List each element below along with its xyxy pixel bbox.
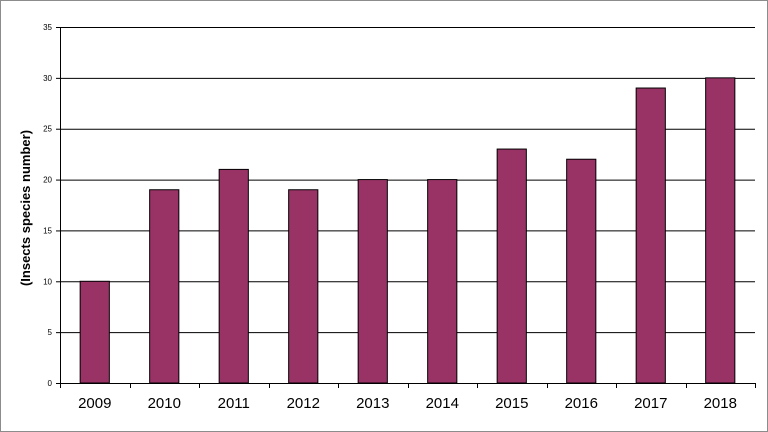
y-tick-label: 25 [43,125,52,134]
bar-2013 [357,179,388,384]
x-tick-label: 2014 [426,395,459,412]
bar-2018 [705,77,736,384]
y-tick-label: 10 [43,277,52,286]
bar-2017 [635,87,666,384]
x-tick-label: 2013 [356,395,389,412]
bar-2012 [288,189,319,384]
y-tick-label: 30 [43,74,52,83]
x-tick-label: 2016 [565,395,598,412]
axes [56,27,756,388]
bars [79,77,736,384]
y-tick-label: 15 [43,226,52,235]
y-tick-label: 20 [43,176,52,185]
x-tick-label: 2012 [287,395,320,412]
y-tick-labels: 0 5 10 15 20 25 30 35 [43,23,52,388]
x-tick-label: 2011 [218,395,250,412]
bar-2010 [149,189,180,384]
bar-2016 [566,158,597,384]
y-tick-label: 0 [48,379,53,388]
y-tick-label: 5 [48,328,53,337]
x-tick-label: 2009 [78,395,111,412]
x-tick-label: 2010 [148,395,181,412]
bar-2014 [427,179,458,384]
bar-2009 [79,280,110,384]
x-tick-label: 2018 [704,395,737,412]
x-tick-label: 2015 [495,395,528,412]
y-tick-label: 35 [43,23,52,32]
x-tick-labels: 2009 2010 2011 2012 2013 2014 2015 2016 2017 2018 [78,395,737,412]
x-tick-label: 2017 [634,395,667,412]
bar-2011 [218,168,249,384]
y-axis-label: (Insects species number) [18,130,33,286]
bar-2015 [496,148,527,384]
